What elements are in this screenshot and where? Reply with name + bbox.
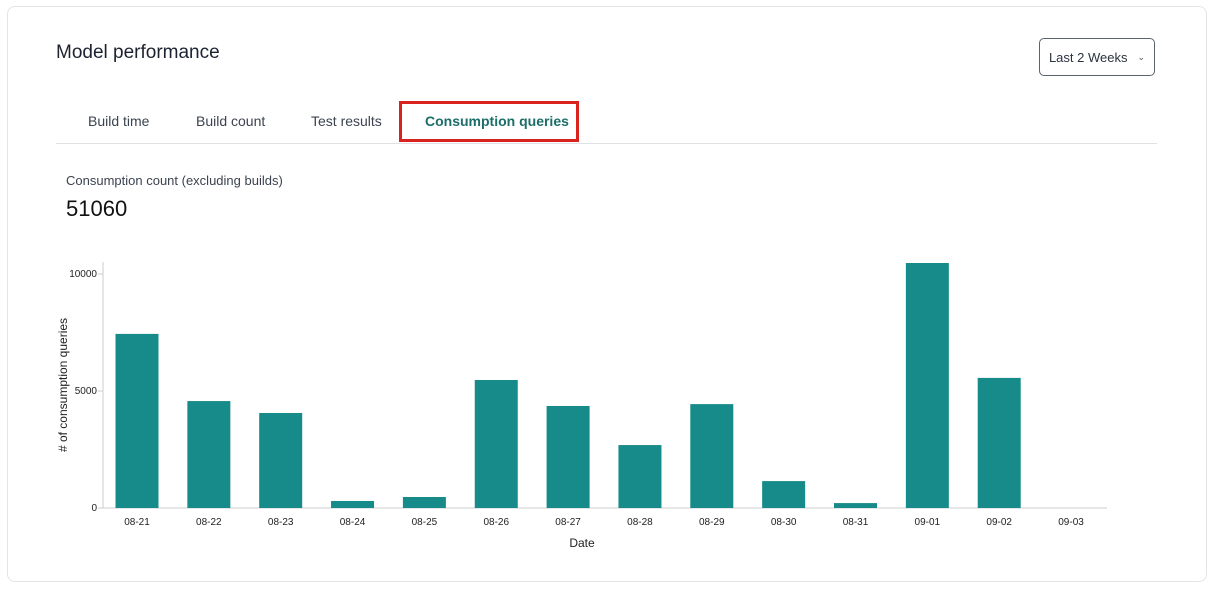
bar-08-31[interactable] (834, 503, 877, 508)
y-axis-title: # of consumption queries (56, 318, 70, 452)
consumption-count-label: Consumption count (excluding builds) (66, 173, 283, 188)
bar-08-24[interactable] (331, 500, 375, 508)
x-tick-label: 08-21 (124, 517, 150, 528)
x-tick-label: 08-27 (555, 517, 581, 528)
bar-08-29[interactable] (690, 404, 734, 508)
bar-08-26[interactable] (474, 380, 518, 508)
bar-08-27[interactable] (546, 405, 590, 508)
date-range-select[interactable]: Last 2 Weeks ⌄ (1039, 38, 1155, 76)
x-tick-label: 08-30 (771, 517, 797, 528)
bar-08-30[interactable] (762, 481, 806, 508)
x-tick-label: 08-31 (843, 517, 869, 528)
consumption-count-value: 51060 (66, 196, 128, 221)
bar-08-25[interactable] (402, 497, 446, 508)
x-tick-label: 08-28 (627, 517, 653, 528)
bar-08-23[interactable] (259, 412, 303, 508)
x-tick-label: 08-29 (699, 517, 725, 528)
x-tick-label: 09-01 (915, 517, 941, 528)
y-tick-label: 5000 (75, 386, 98, 397)
tab-build-count[interactable]: Build count (196, 113, 266, 129)
x-tick-label: 08-26 (483, 517, 509, 528)
y-tick-label: 10000 (69, 269, 97, 280)
tab-test-results[interactable]: Test results (311, 113, 382, 129)
page-title: Model performance (56, 42, 220, 63)
bar-09-02[interactable] (977, 377, 1021, 508)
x-tick-label: 08-22 (196, 517, 222, 528)
x-tick-label: 08-23 (268, 517, 294, 528)
bar-09-01[interactable] (905, 263, 949, 508)
date-range-value: Last 2 Weeks (1048, 49, 1128, 65)
tab-consumption-queries[interactable]: Consumption queries (425, 113, 569, 129)
bar-08-21[interactable] (115, 333, 159, 508)
x-tick-label: 08-25 (412, 517, 438, 528)
chevron-down-icon: ⌄ (1137, 51, 1146, 62)
x-tick-label: 08-24 (340, 517, 366, 528)
tab-build-time[interactable]: Build time (88, 113, 150, 129)
x-tick-label: 09-02 (986, 517, 1012, 528)
tab-bar: Build time Build count Test results Cons… (56, 100, 1157, 144)
x-tick-label: 09-03 (1058, 517, 1084, 528)
y-tick-label: 0 (91, 503, 97, 514)
bar-08-22[interactable] (187, 401, 231, 508)
bar-08-28[interactable] (618, 445, 662, 508)
x-axis-title: Date (569, 536, 595, 550)
